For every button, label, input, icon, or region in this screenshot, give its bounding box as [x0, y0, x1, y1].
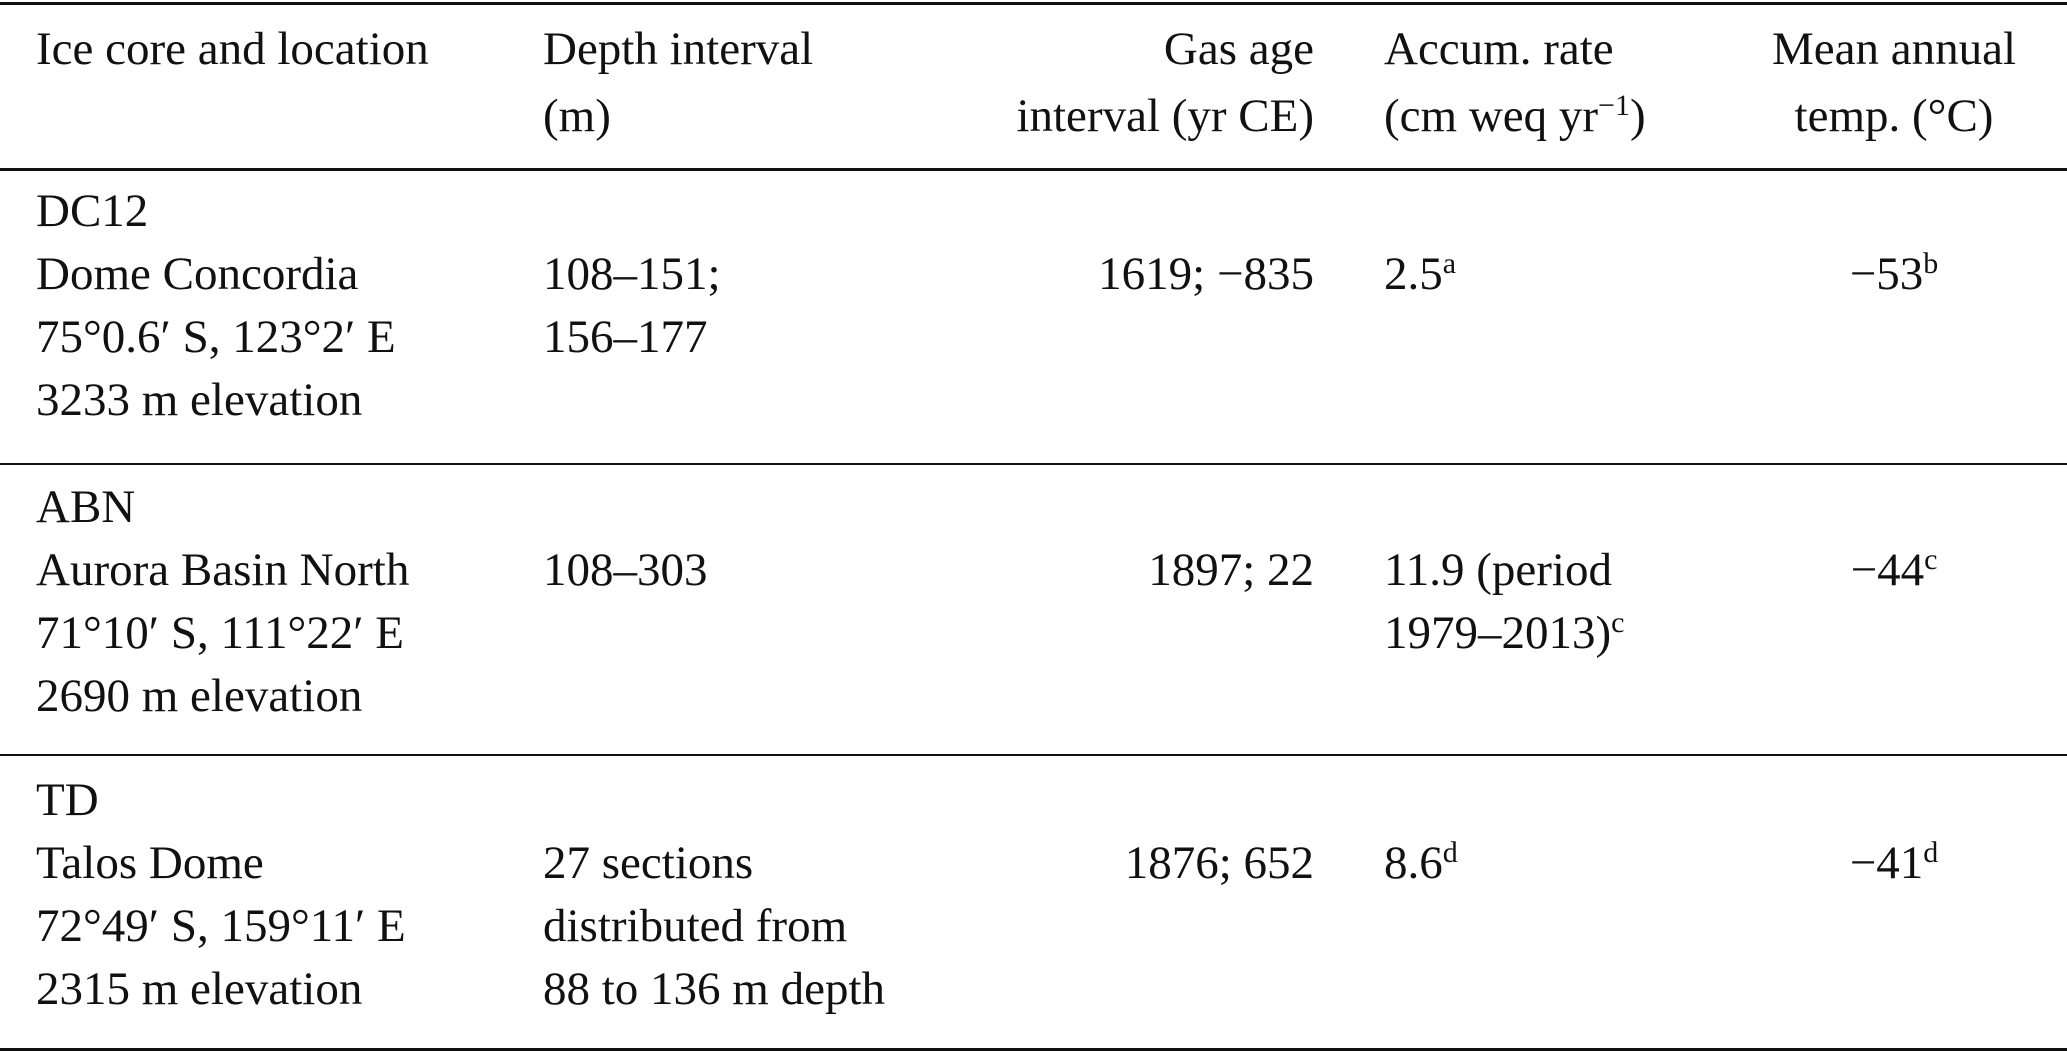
header-cell: temp. (°C) [1794, 89, 1994, 142]
header-cell: (m) [543, 89, 611, 142]
footnote-mark: c [1924, 542, 1938, 576]
table-cell: 88 to 136 m depth [543, 962, 886, 1015]
header-cell: Mean annual [1771, 22, 2017, 75]
bottom-rule [0, 1048, 2067, 1051]
row-rule [0, 463, 2067, 465]
table-cell: 27 sections [543, 836, 754, 889]
header-cell: Gas age [1163, 22, 1314, 75]
header-cell: interval (yr CE) [1016, 89, 1314, 142]
footnote-mark: b [1923, 246, 1939, 280]
table-cell: 156–177 [543, 310, 708, 363]
cell-text: (cm weq yr [1384, 89, 1599, 142]
cell-text: −53 [1849, 247, 1924, 300]
table-cell: distributed from [543, 899, 848, 952]
table-cell: 2.5a [1384, 243, 1456, 306]
header-cell: (cm weq yr−1) [1384, 85, 1646, 148]
cell-text: 2.5 [1384, 247, 1443, 300]
table-cell: Talos Dome [36, 836, 264, 889]
row-rule [0, 754, 2067, 756]
cell-text: −44 [1850, 543, 1925, 596]
table-cell: 1897; 22 [1148, 543, 1314, 596]
table-cell: −53b [1594, 243, 2067, 306]
table-cell: 75°0.6′ S, 123°2′ E [36, 310, 396, 363]
table-cell: −41d [1594, 832, 2067, 895]
cell-text: 1979–2013) [1384, 606, 1612, 659]
table-cell: 2315 m elevation [36, 962, 363, 1015]
table-cell: 1979–2013)c [1384, 602, 1624, 665]
table-cell: ABN [36, 480, 136, 533]
footnote-mark: −1 [1598, 88, 1630, 122]
table-cell: TD [36, 773, 99, 826]
header-cell: Depth interval [543, 22, 814, 75]
table-cell: 1876; 652 [1124, 836, 1314, 889]
table-cell: 72°49′ S, 159°11′ E [36, 899, 406, 952]
top-rule [0, 2, 2067, 5]
cell-text: −41 [1849, 836, 1924, 889]
table-cell: 108–151; [543, 247, 721, 300]
table-cell: 108–303 [543, 543, 708, 596]
table-cell: DC12 [36, 184, 149, 237]
cell-text: 8.6 [1384, 836, 1443, 889]
table-cell: 11.9 (period [1384, 543, 1612, 596]
table-cell: 3233 m elevation [36, 373, 363, 426]
table-cell: −44c [1594, 539, 2067, 602]
header-cell: Ice core and location [36, 22, 429, 75]
table-cell: Dome Concordia [36, 247, 359, 300]
footnote-mark: c [1611, 605, 1625, 639]
table-cell: 1619; −835 [1098, 247, 1314, 300]
table-cell: 71°10′ S, 111°22′ E [36, 606, 405, 659]
footnote-mark: a [1442, 246, 1457, 280]
table-cell: 2690 m elevation [36, 669, 363, 722]
table-cell: Aurora Basin North [36, 543, 410, 596]
footnote-mark: d [1923, 835, 1939, 869]
header-rule [0, 168, 2067, 171]
cell-text: ) [1629, 89, 1646, 142]
table-cell: 8.6d [1384, 832, 1458, 895]
header-cell: Accum. rate [1384, 22, 1614, 75]
footnote-mark: d [1442, 835, 1458, 869]
